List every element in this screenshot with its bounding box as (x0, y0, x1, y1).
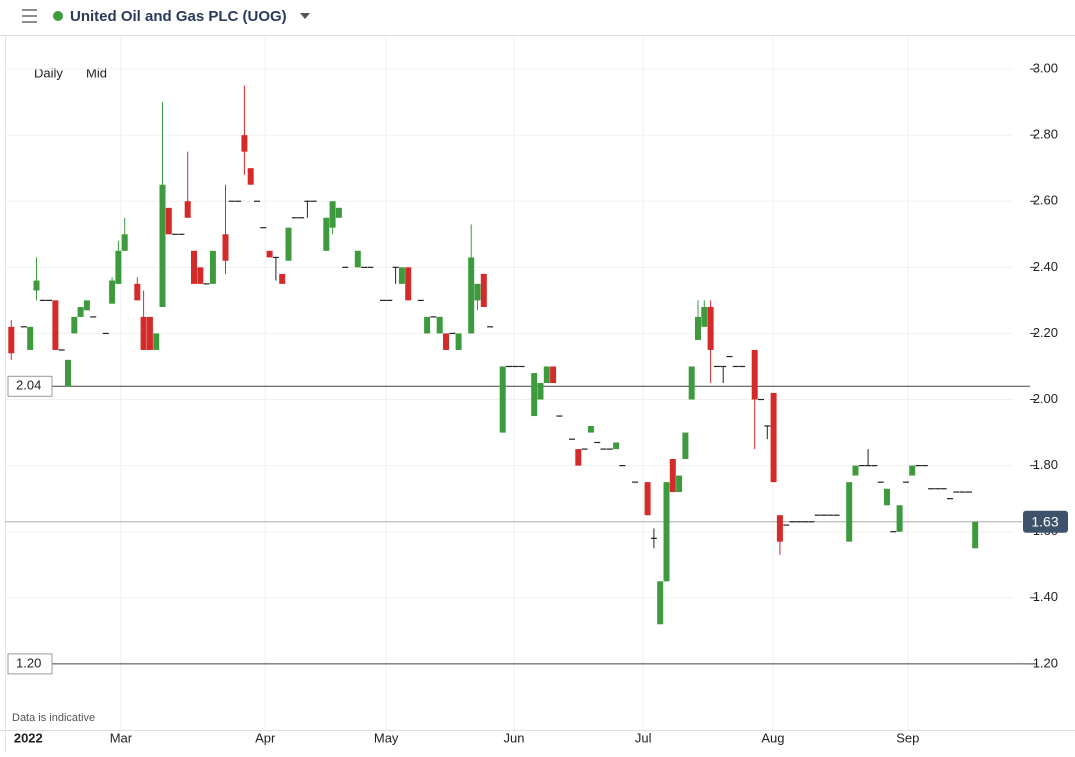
candle-body (474, 283, 481, 301)
x-tick-label: Aug (761, 730, 784, 745)
candle-body (644, 482, 651, 516)
candle-body (241, 135, 248, 152)
candle-body (846, 482, 853, 542)
candle-body (852, 465, 859, 476)
y-tick-label: 1.80 (1033, 457, 1058, 472)
candle-body (537, 383, 544, 400)
candle-body (77, 306, 84, 317)
candle-body (121, 234, 128, 251)
candle-body (209, 250, 216, 284)
candle-body (531, 373, 538, 417)
candle-body (663, 482, 670, 582)
y-tick-label: 2.00 (1033, 391, 1058, 406)
candle-body (71, 316, 78, 334)
candle-body (109, 280, 116, 304)
x-tick-label: Mar (110, 730, 133, 745)
reference-label: 1.20 (16, 655, 41, 670)
y-tick-label: 2.40 (1033, 259, 1058, 274)
candle-body (896, 505, 903, 532)
candle-body (398, 267, 405, 284)
last-price-badge (1023, 510, 1068, 533)
candle-body (770, 392, 777, 483)
candle-body (52, 300, 59, 350)
candle-body (27, 326, 34, 350)
candle-body (436, 316, 443, 334)
candle-body (335, 207, 342, 218)
candle-body (279, 273, 286, 284)
interval-button[interactable]: Daily (34, 65, 63, 80)
candle-body (285, 227, 292, 261)
candle-body (424, 316, 431, 334)
candle-body (159, 184, 166, 307)
candle-body (455, 333, 462, 350)
x-tick-label: Jun (504, 730, 525, 745)
candle-body (776, 515, 783, 542)
status-dot (53, 11, 63, 21)
candle-body (682, 432, 689, 460)
candle-body (695, 316, 701, 341)
candle-body (701, 306, 708, 327)
menu-icon[interactable] (22, 9, 37, 23)
reference-label: 2.04 (16, 378, 41, 393)
reference-label-box (7, 653, 53, 675)
candle-body (669, 459, 676, 493)
candle-body (323, 217, 330, 251)
y-tick-label: 2.60 (1033, 193, 1058, 208)
candle-body (184, 201, 191, 218)
candle-body (587, 425, 594, 433)
candle-body (266, 250, 273, 258)
candle-body (83, 300, 90, 311)
last-price-label: 1.63 (1031, 514, 1058, 530)
instrument-title[interactable]: United Oil and Gas PLC (UOG) (70, 8, 287, 25)
candle-body (247, 168, 254, 185)
x-tick-label: 2022 (14, 730, 43, 745)
candle-body (543, 366, 550, 383)
candle-body (191, 250, 197, 284)
y-tick-label: 1.20 (1033, 655, 1058, 670)
y-tick-label: 3.00 (1033, 60, 1058, 75)
candle-body (550, 366, 557, 383)
candle-body (115, 250, 122, 284)
candle-body (575, 449, 582, 466)
candle-body (688, 366, 695, 400)
y-tick-label: 2.20 (1033, 325, 1058, 340)
candle-body (65, 359, 71, 387)
candle-body (972, 521, 979, 549)
price-type-button[interactable]: Mid (86, 65, 107, 80)
candle-body (140, 316, 147, 350)
y-tick-label: 2.80 (1033, 127, 1058, 142)
candle-body (613, 442, 620, 450)
x-tick-label: May (374, 730, 399, 745)
x-tick-label: Sep (896, 730, 919, 745)
candle-body (8, 326, 15, 354)
candle-body (657, 581, 664, 625)
candle-body (443, 333, 449, 350)
candle-body (329, 201, 336, 228)
x-tick-label: Apr (255, 730, 276, 745)
candle-body (751, 349, 758, 400)
candle-body (468, 257, 475, 334)
candle-body (134, 283, 141, 301)
candle-body (153, 333, 160, 350)
candle-body (884, 488, 890, 506)
candle-body (354, 250, 361, 268)
candle-body (480, 273, 487, 307)
candle-body (909, 465, 916, 476)
y-tick-label: 1.40 (1033, 589, 1058, 604)
candle-body (222, 234, 229, 261)
candle-body (146, 316, 153, 350)
x-tick-label: Jul (635, 730, 652, 745)
candle-body (405, 267, 412, 301)
dropdown-caret[interactable] (300, 13, 310, 19)
candle-body (499, 366, 506, 433)
candle-body (165, 207, 172, 235)
candle-body (707, 306, 714, 350)
candle-body (33, 280, 40, 291)
note: Data is indicative (12, 712, 95, 724)
reference-label-box (7, 375, 53, 397)
candle-body (676, 475, 683, 493)
candle-body (197, 267, 204, 284)
